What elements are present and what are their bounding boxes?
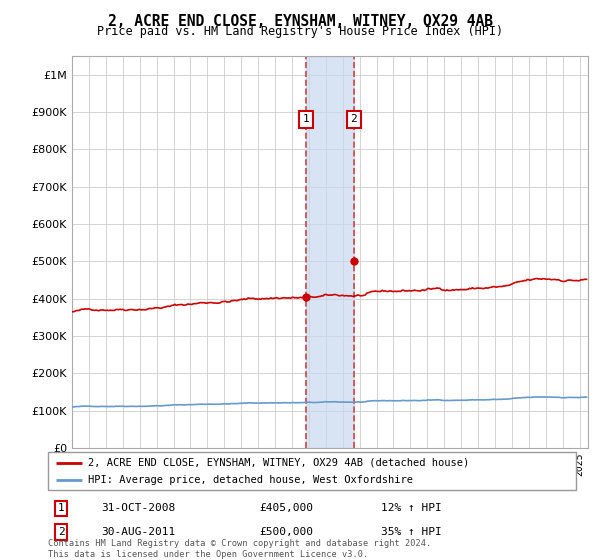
Text: £500,000: £500,000 [259,527,313,537]
Text: 2, ACRE END CLOSE, EYNSHAM, WITNEY, OX29 4AB (detached house): 2, ACRE END CLOSE, EYNSHAM, WITNEY, OX29… [88,458,469,468]
FancyBboxPatch shape [48,452,576,490]
Text: 1: 1 [58,503,65,514]
Text: 30-AUG-2011: 30-AUG-2011 [101,527,175,537]
Text: 35% ↑ HPI: 35% ↑ HPI [380,527,442,537]
Text: 2, ACRE END CLOSE, EYNSHAM, WITNEY, OX29 4AB: 2, ACRE END CLOSE, EYNSHAM, WITNEY, OX29… [107,14,493,29]
Text: £405,000: £405,000 [259,503,313,514]
Text: 2: 2 [350,114,357,124]
Text: Price paid vs. HM Land Registry's House Price Index (HPI): Price paid vs. HM Land Registry's House … [97,25,503,38]
Text: 2: 2 [58,527,65,537]
Text: 31-OCT-2008: 31-OCT-2008 [101,503,175,514]
Text: HPI: Average price, detached house, West Oxfordshire: HPI: Average price, detached house, West… [88,475,413,486]
Bar [306,56,354,448]
Text: Contains HM Land Registry data © Crown copyright and database right 2024.
This d: Contains HM Land Registry data © Crown c… [48,539,431,559]
Text: 12% ↑ HPI: 12% ↑ HPI [380,503,442,514]
Text: 1: 1 [302,114,310,124]
